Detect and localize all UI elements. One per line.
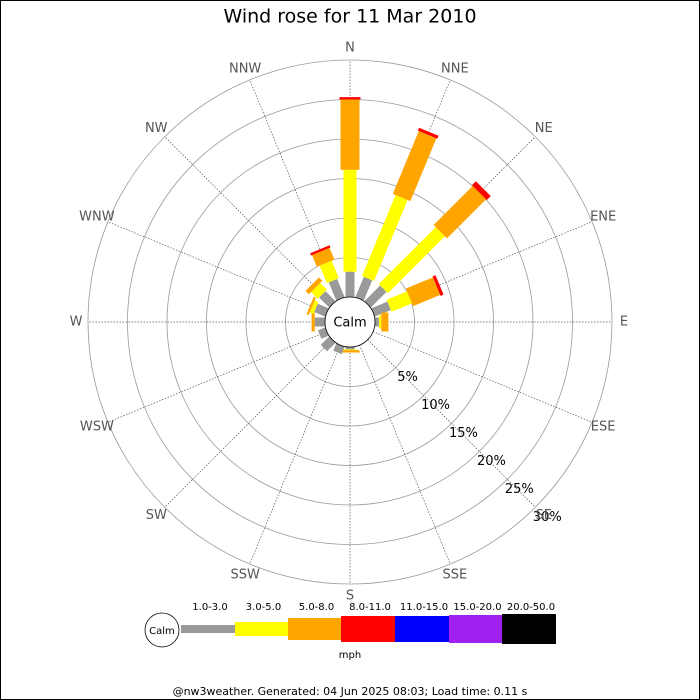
bar-segment	[309, 300, 319, 314]
legend-calm-label: Calm	[149, 626, 175, 637]
direction-label: SSE	[442, 568, 467, 583]
direction-label: NNW	[229, 61, 261, 76]
legend-swatch	[502, 614, 556, 644]
bar-segment	[375, 317, 379, 327]
direction-label: NE	[535, 121, 553, 136]
direction-label: W	[70, 315, 83, 330]
spoke	[359, 344, 451, 565]
bar-segment	[310, 245, 331, 256]
bar-segment	[417, 127, 439, 139]
bar-segment	[381, 312, 389, 332]
legend-swatch	[288, 618, 341, 640]
legend-swatch	[235, 622, 288, 636]
unit-label: mph	[339, 650, 361, 661]
spoke	[164, 339, 333, 508]
legend-label: 1.0-3.0	[192, 602, 227, 613]
direction-label: ENE	[590, 210, 616, 225]
spoke	[372, 331, 593, 423]
r-tick-label: 15%	[449, 426, 478, 441]
bar-segment	[362, 194, 408, 281]
grid-ring	[87, 59, 613, 585]
bar-segment	[386, 291, 413, 312]
legend-label: 11.0-15.0	[400, 602, 448, 613]
bar-segment	[471, 181, 491, 201]
legend-label: 3.0-5.0	[246, 602, 281, 613]
bar-segment	[333, 343, 345, 355]
bar-segment	[312, 247, 335, 267]
bar-segment	[328, 278, 345, 301]
bar-segment	[343, 349, 357, 351]
bar-segment	[310, 282, 327, 299]
direction-label: N	[345, 41, 355, 56]
chart-title: Wind rose for 11 Mar 2010	[223, 6, 476, 28]
bar-segment	[314, 303, 329, 317]
bar-segment	[378, 227, 445, 294]
bar-segment	[305, 277, 323, 295]
direction-label: NW	[145, 121, 168, 136]
direction-label: WSW	[80, 419, 114, 434]
bar-segment	[319, 291, 336, 308]
legend-swatch	[341, 616, 395, 642]
bar-segment	[340, 99, 360, 170]
r-tick-label: 30%	[533, 510, 562, 525]
legend-label: 5.0-8.0	[299, 602, 334, 613]
bar-segment	[364, 285, 387, 308]
r-tick-label: 5%	[397, 370, 418, 385]
bar-segment	[339, 97, 361, 100]
direction-label: SSW	[230, 568, 260, 583]
bar-segment	[392, 131, 437, 202]
bar-segment	[320, 336, 336, 352]
direction-label: NNE	[441, 61, 469, 76]
bar-segment	[371, 301, 391, 317]
legend-swatch	[395, 616, 449, 642]
r-tick-label: 25%	[505, 482, 534, 497]
legend-label: 15.0-20.0	[453, 602, 501, 613]
direction-label: E	[620, 315, 628, 330]
spoke	[164, 136, 333, 305]
r-tick-label: 20%	[477, 454, 506, 469]
direction-label: ESE	[591, 419, 616, 434]
spoke	[107, 221, 328, 313]
bar-segment	[432, 275, 444, 296]
bar-segment	[306, 296, 316, 316]
bar-segment	[345, 271, 355, 297]
direction-label: SW	[146, 508, 167, 523]
bar-segment	[340, 350, 360, 353]
bar-segment	[311, 312, 315, 332]
bar-segment	[405, 277, 441, 307]
bar-segment	[314, 317, 326, 327]
legend-label: 8.0-11.0	[349, 602, 391, 613]
direction-label: WNW	[79, 210, 115, 225]
direction-label: SE	[536, 508, 552, 523]
legend-calm	[144, 612, 180, 648]
spoke	[107, 331, 328, 423]
legend-swatch	[449, 615, 502, 643]
r-tick-label: 10%	[421, 398, 450, 413]
bar-segment	[355, 276, 373, 301]
bar-segment	[433, 185, 487, 239]
spoke	[249, 344, 341, 565]
legend-label: 20.0-50.0	[507, 602, 555, 613]
calm-circle	[324, 296, 376, 348]
legend-swatch	[181, 625, 235, 633]
bar-segment	[319, 260, 339, 284]
bar-segment	[345, 347, 355, 350]
direction-label: S	[346, 589, 354, 604]
footer: @nw3weather. Generated: 04 Jun 2025 08:0…	[173, 685, 528, 698]
bar-segment	[343, 169, 357, 272]
spoke	[367, 339, 536, 508]
bar-segment	[317, 327, 329, 339]
bar-segment	[378, 315, 382, 329]
calm-label: Calm	[333, 316, 366, 331]
